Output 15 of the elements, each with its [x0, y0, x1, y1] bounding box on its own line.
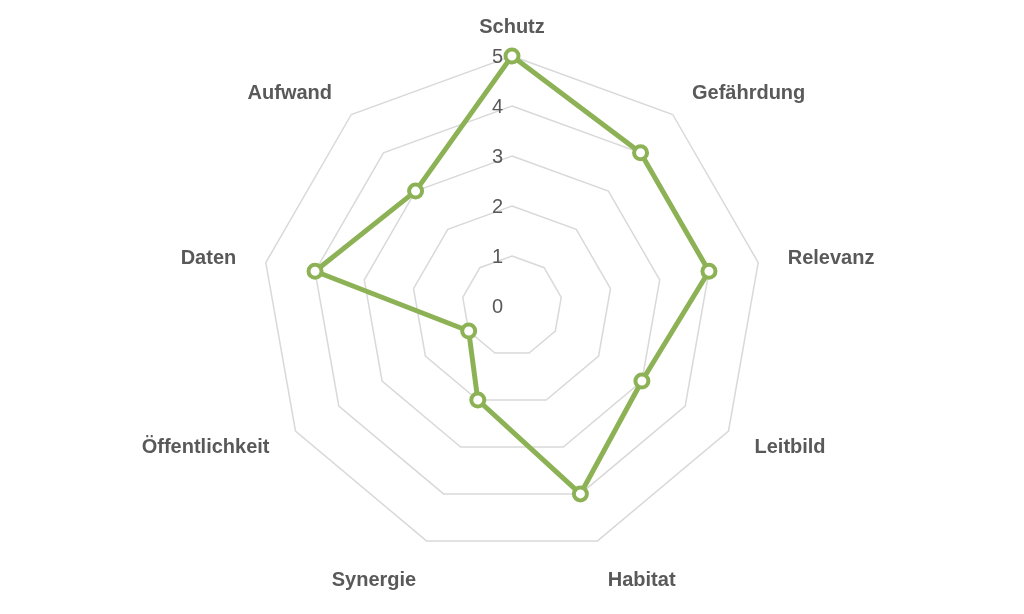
y-tick-label: 0: [491, 295, 503, 317]
spoke-label: Relevanz: [787, 246, 875, 269]
spoke-label: Daten: [180, 246, 237, 269]
y-tick-label: 1: [491, 245, 503, 267]
y-tick-label: 3: [491, 145, 503, 167]
spoke-label: Schutz: [479, 15, 545, 37]
spoke-label: Aufwand: [247, 80, 333, 103]
spoke-label: Leitbild: [754, 435, 826, 457]
y-tick-label: 5: [491, 45, 503, 67]
spoke-label: Öffentlichkeit: [141, 435, 270, 457]
spoke-label: Habitat: [607, 568, 676, 591]
y-tick-label: 2: [491, 195, 503, 217]
y-tick-label: 4: [491, 95, 503, 117]
spoke-label: Synergie: [331, 568, 417, 591]
spoke-label: Gefährdung: [691, 80, 806, 103]
